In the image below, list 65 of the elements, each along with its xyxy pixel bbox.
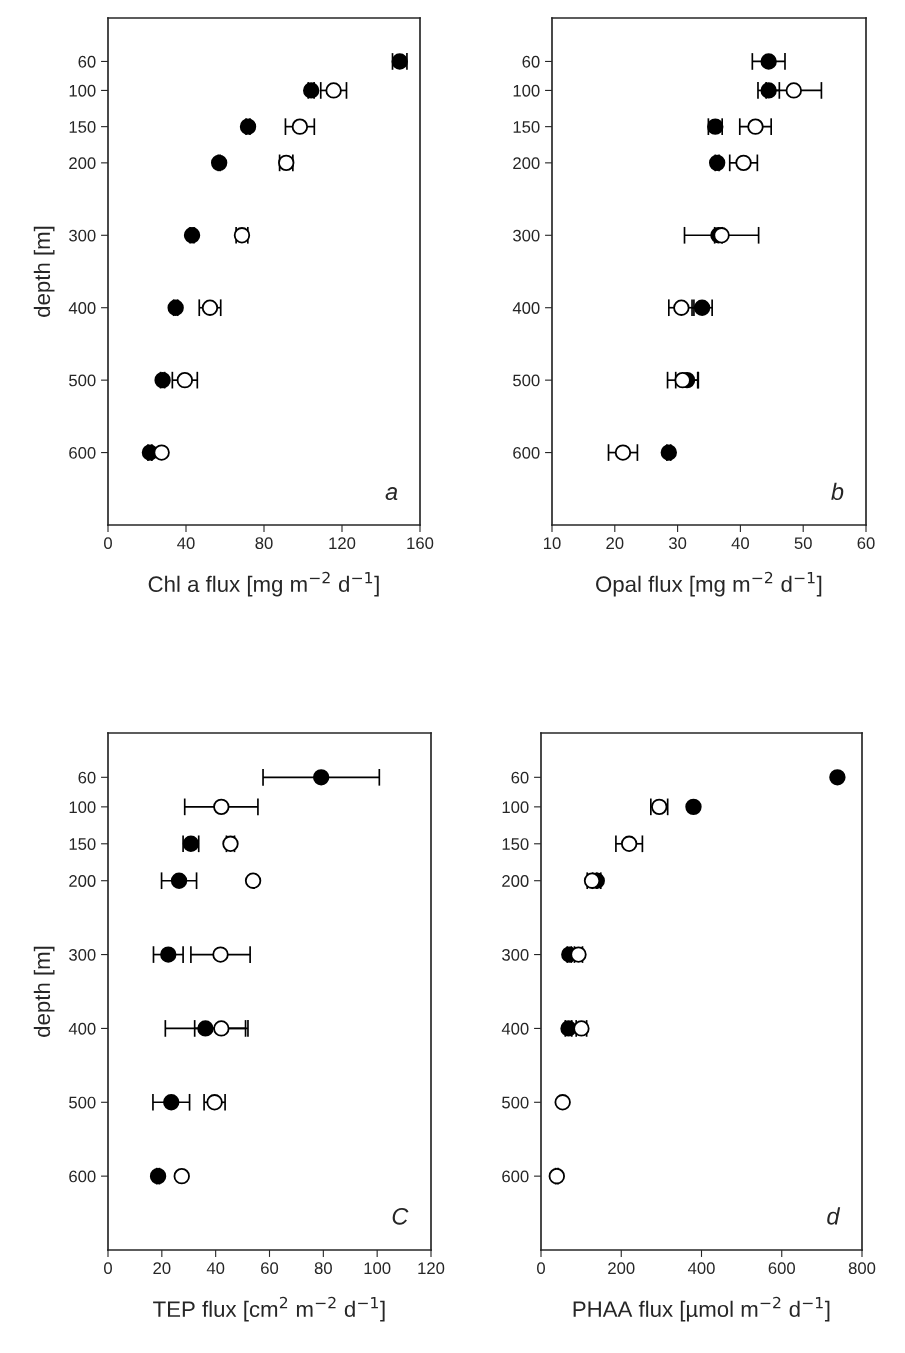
- y-tick-label: 200: [69, 875, 96, 887]
- annotation: C: [392, 1207, 409, 1225]
- x-tick-label: 20: [153, 1262, 171, 1275]
- x-tick-label: 40: [177, 537, 195, 550]
- x-tick-label: 400: [687, 1262, 715, 1275]
- annotation: b: [831, 482, 844, 501]
- x-tick-label: 800: [848, 1262, 876, 1275]
- y-tick-label: 600: [69, 1170, 96, 1183]
- x-tick-label: 0: [104, 537, 112, 550]
- y-tick-label: 60: [78, 771, 96, 784]
- y-tick-label: 60: [78, 55, 96, 68]
- x-tick-label: 120: [418, 1262, 445, 1275]
- x-tick-label: 20: [606, 537, 624, 550]
- y-tick-label: 500: [69, 1096, 96, 1109]
- x-tick-label: 200: [608, 1262, 635, 1275]
- y-tick-label: 400: [512, 302, 540, 314]
- y-tick-label: 150: [69, 838, 96, 850]
- y-tick-label: 600: [513, 446, 540, 459]
- y-tick-label: 200: [69, 157, 96, 170]
- x-tick-label: 120: [329, 537, 356, 550]
- annotation: a: [385, 487, 398, 501]
- y-tick-label: 500: [69, 374, 96, 387]
- y-tick-label: 150: [502, 838, 529, 850]
- y-tick-label: 60: [522, 55, 540, 68]
- y-tick-label: 100: [513, 84, 540, 97]
- y-tick-label: 100: [69, 801, 96, 814]
- x-tick-label: 60: [857, 537, 875, 550]
- x-tick-label: 80: [255, 537, 273, 550]
- y-tick-label: 200: [502, 875, 529, 887]
- y-tick-label: 600: [69, 446, 96, 459]
- y-tick-label: 600: [502, 1170, 529, 1183]
- x-tick-label: 40: [731, 537, 750, 550]
- x-tick-label: 30: [668, 537, 687, 550]
- x-tick-label: 10: [544, 537, 561, 550]
- y-tick-label: 200: [513, 157, 540, 170]
- y-tick-label: 500: [513, 374, 540, 387]
- x-tick-label: 0: [537, 1262, 545, 1275]
- y-tick-label: 150: [69, 121, 96, 133]
- y-tick-label: 100: [502, 801, 529, 814]
- y-tick-label: 500: [502, 1096, 529, 1109]
- x-axis-title: TEP flux [cm$^{2}$ m$^{−2}$ d$^{−1}$]: [153, 1296, 385, 1322]
- y-tick-label: 300: [513, 229, 540, 242]
- y-axis-title: depth [m]: [33, 946, 55, 1037]
- annotation: d: [827, 1207, 841, 1225]
- y-tick-label: 60: [511, 771, 529, 784]
- y-tick-label: 400: [501, 1022, 529, 1035]
- x-tick-label: 600: [768, 1262, 795, 1275]
- x-tick-label: 100: [364, 1262, 391, 1275]
- y-tick-label: 400: [68, 1022, 96, 1035]
- x-tick-label: 160: [407, 537, 434, 550]
- x-tick-label: 50: [794, 537, 812, 550]
- x-tick-label: 60: [261, 1262, 279, 1275]
- x-tick-label: 0: [104, 1262, 112, 1275]
- y-tick-label: 300: [502, 948, 529, 961]
- y-tick-label: 300: [69, 948, 96, 961]
- x-axis-title: Opal flux [mg m$^{−2}$ d$^{−1}$]: [596, 571, 822, 597]
- x-tick-label: 80: [314, 1262, 332, 1275]
- y-axis-title: depth [m]: [33, 226, 55, 317]
- y-tick-label: 300: [69, 229, 96, 242]
- y-tick-label: 150: [513, 121, 540, 133]
- x-axis-title: Chl a flux [mg m$^{−2}$ d$^{−1}$]: [148, 571, 379, 597]
- x-axis-title: PHAA flux [µmol m$^{−2}$ d$^{−1}$]: [573, 1296, 830, 1322]
- y-tick-label: 100: [69, 84, 96, 97]
- y-tick-label: 400: [68, 302, 96, 314]
- x-tick-label: 40: [206, 1262, 225, 1275]
